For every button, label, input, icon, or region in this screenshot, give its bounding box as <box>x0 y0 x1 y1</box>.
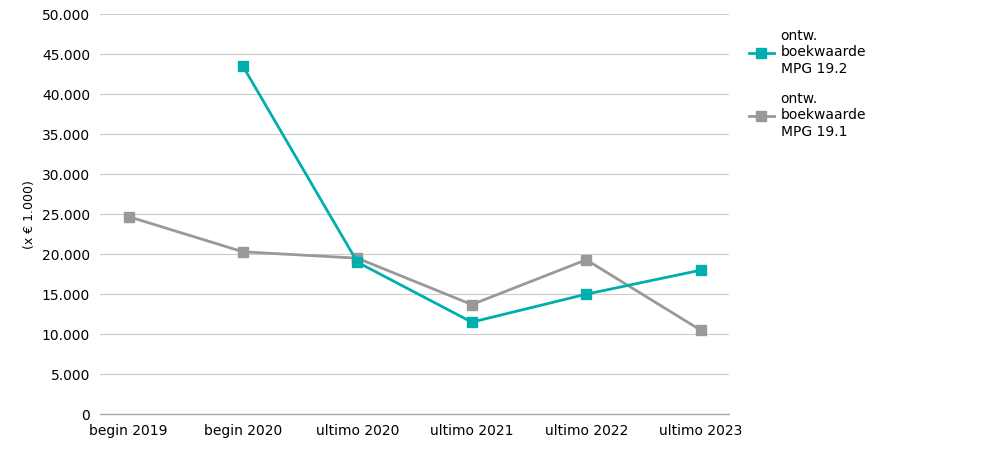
ontw.
boekwaarde
MPG 19.1 <box>580 257 592 263</box>
ontw.
boekwaarde
MPG 19.1 <box>352 255 364 261</box>
ontw.
boekwaarde
MPG 19.2 <box>352 259 364 265</box>
Line: ontw.
boekwaarde
MPG 19.2: ontw. boekwaarde MPG 19.2 <box>238 61 705 327</box>
ontw.
boekwaarde
MPG 19.1 <box>466 302 478 307</box>
Legend: ontw.
boekwaarde
MPG 19.2, ontw.
boekwaarde
MPG 19.1: ontw. boekwaarde MPG 19.2, ontw. boekwaa… <box>749 29 866 139</box>
Y-axis label: (x € 1.000): (x € 1.000) <box>23 180 36 248</box>
ontw.
boekwaarde
MPG 19.1 <box>694 327 706 333</box>
ontw.
boekwaarde
MPG 19.1 <box>123 214 135 219</box>
ontw.
boekwaarde
MPG 19.2 <box>694 268 706 273</box>
Line: ontw.
boekwaarde
MPG 19.1: ontw. boekwaarde MPG 19.1 <box>124 212 705 335</box>
ontw.
boekwaarde
MPG 19.1 <box>237 249 249 255</box>
ontw.
boekwaarde
MPG 19.2 <box>580 291 592 297</box>
ontw.
boekwaarde
MPG 19.2 <box>466 319 478 325</box>
ontw.
boekwaarde
MPG 19.2 <box>237 63 249 69</box>
